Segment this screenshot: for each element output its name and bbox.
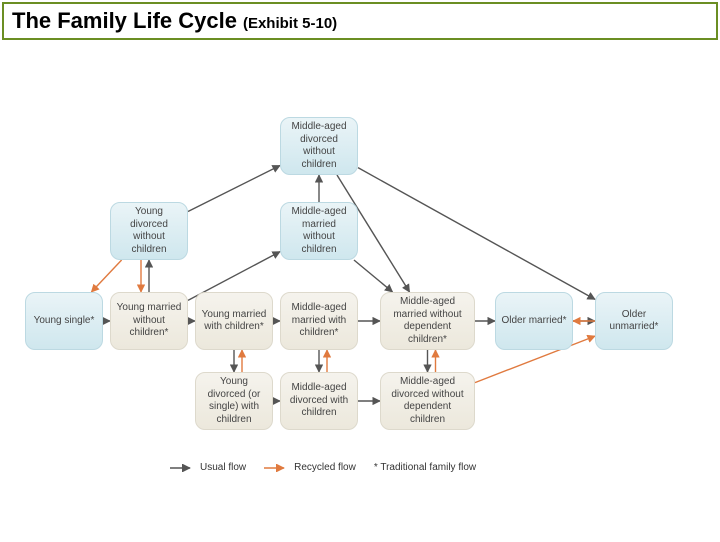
node-ma_mar_nodep: Middle-aged married without dependent ch… [380,292,475,350]
node-y_div_ch: Young divorced (or single) with children [195,372,273,430]
node-y_mar_no: Young married without children* [110,292,188,350]
node-y_single: Young single* [25,292,103,350]
legend: Usual flow Recycled flow * Traditional f… [170,462,476,473]
node-ma_mar_no: Middle-aged married without children [280,202,358,260]
legend-usual: Usual flow [170,462,246,473]
node-y_div_no: Young divorced without children [110,202,188,260]
legend-recycled-arrow-icon [264,464,288,472]
arrow-layer [0,42,720,532]
node-ma_div_no: Middle-aged divorced without children [280,117,358,175]
legend-usual-label: Usual flow [200,462,246,473]
legend-note: * Traditional family flow [374,462,476,473]
title-sub: (Exhibit 5-10) [243,15,337,32]
node-older_mar: Older married* [495,292,573,350]
diagram-canvas: Middle-aged divorced without children You… [0,42,720,532]
node-y_mar_ch: Young married with children* [195,292,273,350]
node-ma_div_ch: Middle-aged divorced with children [280,372,358,430]
node-older_unmar: Older unmarried* [595,292,673,350]
title-bar: The Family Life Cycle (Exhibit 5-10) [2,2,718,40]
legend-recycled-label: Recycled flow [294,462,356,473]
node-ma_div_nodep: Middle-aged divorced without dependent c… [380,372,475,430]
title-main: The Family Life Cycle [12,8,237,34]
legend-recycled: Recycled flow [264,462,356,473]
legend-note-text: * Traditional family flow [374,462,476,473]
legend-usual-arrow-icon [170,464,194,472]
node-ma_mar_ch: Middle-aged married with children* [280,292,358,350]
